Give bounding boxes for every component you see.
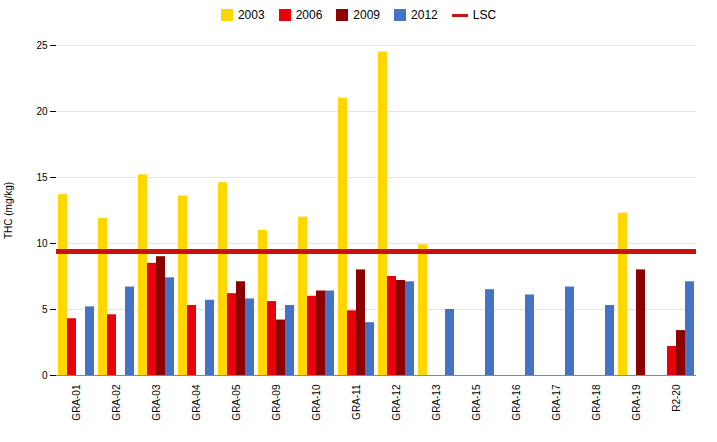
html-text:LSC: LSC: [472, 8, 497, 22]
svg-text:GRA-15: GRA-15: [471, 384, 482, 421]
html-text:2003: 2003: [237, 8, 265, 22]
svg-text:GRA-16: GRA-16: [511, 384, 522, 421]
svg-text:GRA-05: GRA-05: [231, 384, 242, 421]
svg-text:GRA-03: GRA-03: [151, 384, 162, 421]
svg-text:10: 10: [36, 238, 48, 249]
svg-text:GRA-01: GRA-01: [71, 384, 82, 421]
svg-text:15: 15: [36, 172, 48, 183]
svg-text:0: 0: [42, 370, 48, 381]
svg-text:GRA-02: GRA-02: [111, 384, 122, 421]
svg-text:THC (mg/kg): THC (mg/kg): [3, 182, 14, 239]
svg-text:GRA-04: GRA-04: [191, 384, 202, 421]
svg-text:GRA-19: GRA-19: [631, 384, 642, 421]
svg-text:GRA-17: GRA-17: [551, 384, 562, 421]
svg-text:GRA-09: GRA-09: [271, 384, 282, 421]
svg-text:R2-20: R2-20: [671, 384, 682, 412]
svg-text:GRA-18: GRA-18: [591, 384, 602, 421]
html-text:2006: 2006: [295, 8, 323, 22]
svg-text:20: 20: [36, 106, 48, 117]
svg-text:GRA-11: GRA-11: [351, 384, 362, 420]
svg-text:5: 5: [42, 304, 48, 315]
html-text:2012: 2012: [411, 8, 438, 22]
svg-text:25: 25: [36, 40, 48, 51]
svg-text:GRA-13: GRA-13: [431, 384, 442, 421]
html-text:2009: 2009: [353, 8, 380, 22]
svg-text:GRA-12: GRA-12: [391, 384, 402, 421]
svg-text:GRA-10: GRA-10: [311, 384, 322, 421]
